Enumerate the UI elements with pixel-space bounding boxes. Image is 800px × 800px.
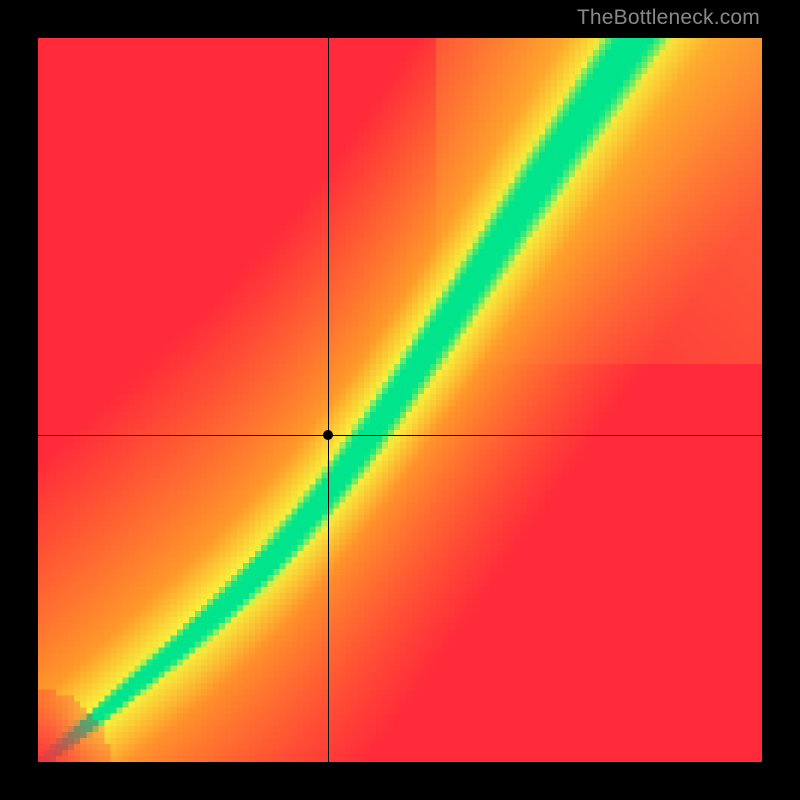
bottleneck-heatmap — [38, 38, 762, 762]
watermark-text: TheBottleneck.com — [577, 6, 760, 30]
heatmap-canvas — [38, 38, 762, 762]
